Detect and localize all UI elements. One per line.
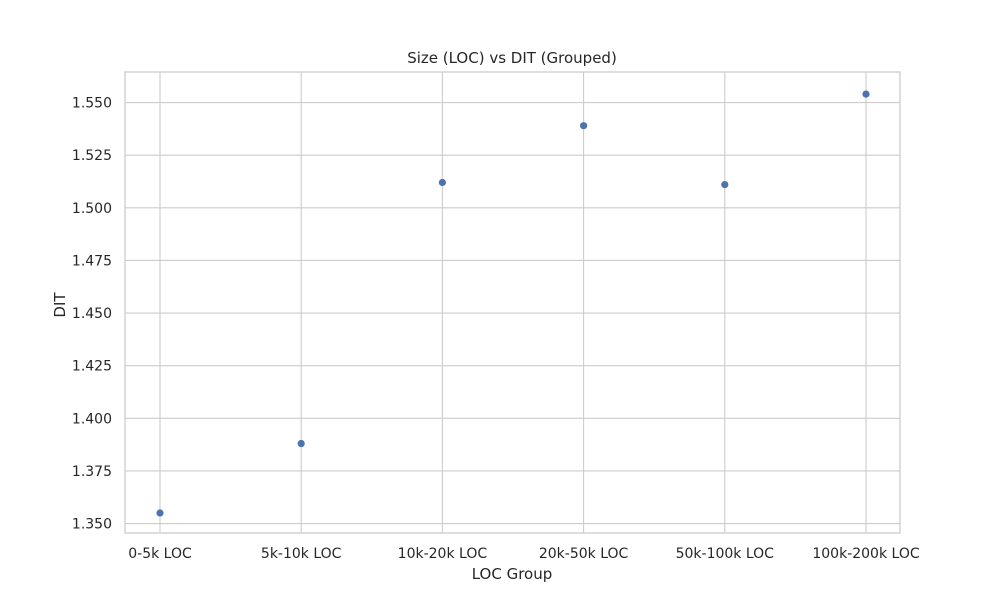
data-point bbox=[156, 509, 164, 517]
tick-label-layer: 1.350 1.375 1.400 1.425 1.450 1.475 1.500 1.525… bbox=[72, 96, 920, 562]
chart-title: Size (LOC) vs DIT (Grouped) bbox=[407, 49, 617, 67]
y-tick-label: 1.475 bbox=[72, 253, 112, 269]
x-tick-label: 10k-20k LOC bbox=[398, 546, 488, 562]
x-tick-label: 5k-10k LOC bbox=[261, 546, 342, 562]
x-tick-label: 0-5k LOC bbox=[128, 546, 192, 562]
x-tick-label: 50k-100k LOC bbox=[676, 546, 775, 562]
data-point bbox=[721, 181, 729, 189]
grid-layer bbox=[125, 72, 900, 533]
plot-area-frame bbox=[124, 71, 901, 534]
y-tick-label: 1.425 bbox=[72, 359, 112, 375]
y-axis-label: DIT bbox=[51, 292, 69, 318]
x-tick-label: 100k-200k LOC bbox=[812, 546, 919, 562]
data-point bbox=[862, 90, 870, 98]
data-point bbox=[438, 178, 446, 187]
y-tick-label: 1.350 bbox=[72, 517, 112, 533]
y-tick-label: 1.500 bbox=[72, 201, 112, 217]
x-axis-label: LOC Group bbox=[472, 565, 553, 583]
data-point-layer bbox=[156, 90, 870, 517]
y-tick-label: 1.525 bbox=[72, 148, 112, 164]
y-tick-label: 1.450 bbox=[72, 306, 112, 322]
y-tick-label: 1.400 bbox=[72, 411, 112, 427]
y-tick-label: 1.375 bbox=[72, 464, 112, 480]
data-point bbox=[580, 122, 588, 130]
x-tick-label: 20k-50k LOC bbox=[539, 546, 629, 562]
y-tick-label: 1.550 bbox=[72, 96, 112, 112]
data-point bbox=[297, 439, 305, 448]
